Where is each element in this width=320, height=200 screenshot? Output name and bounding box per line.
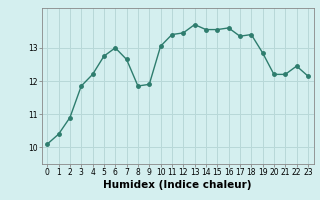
X-axis label: Humidex (Indice chaleur): Humidex (Indice chaleur) — [103, 180, 252, 190]
